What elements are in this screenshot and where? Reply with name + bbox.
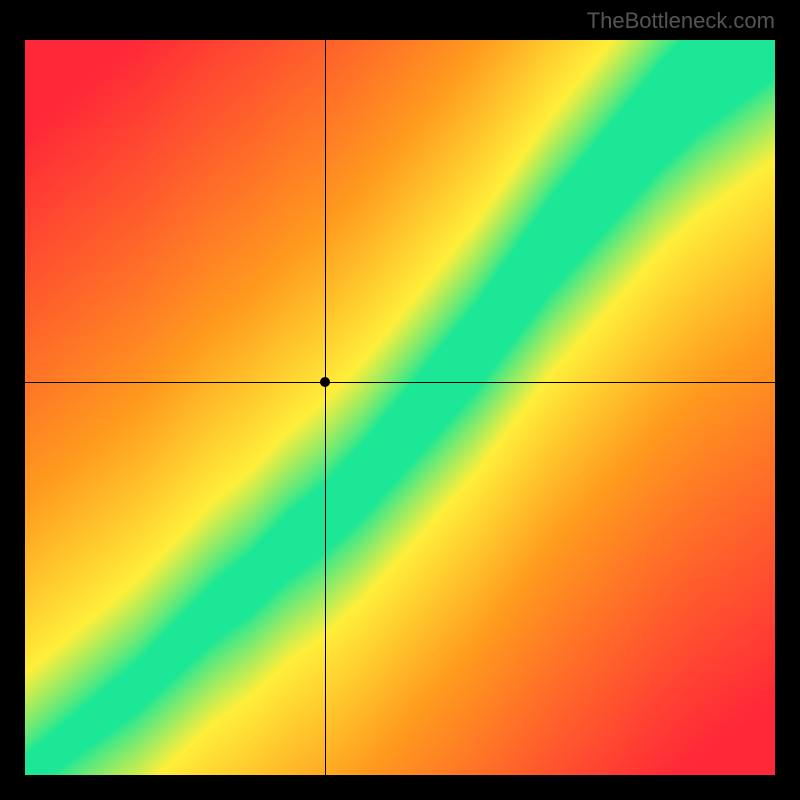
selected-point bbox=[320, 377, 330, 387]
crosshair-vertical bbox=[325, 40, 326, 775]
watermark-text: TheBottleneck.com bbox=[587, 8, 775, 34]
chart-container: TheBottleneck.com bbox=[0, 0, 800, 800]
crosshair-horizontal bbox=[25, 382, 775, 383]
plot-area bbox=[25, 40, 775, 775]
heatmap-canvas bbox=[25, 40, 775, 775]
